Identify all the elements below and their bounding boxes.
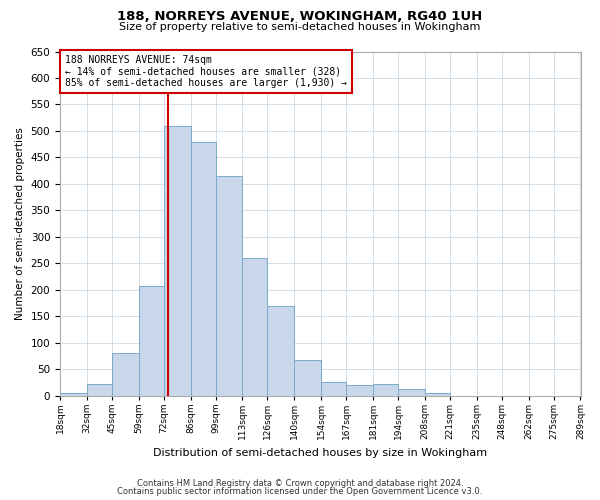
X-axis label: Distribution of semi-detached houses by size in Wokingham: Distribution of semi-detached houses by …: [153, 448, 487, 458]
Bar: [112, 354, 139, 396]
Text: Size of property relative to semi-detached houses in Wokingham: Size of property relative to semi-detach…: [119, 22, 481, 32]
Bar: [373, 384, 398, 396]
Bar: [346, 386, 373, 396]
Bar: [164, 126, 191, 396]
Bar: [398, 390, 425, 396]
Bar: [268, 306, 295, 396]
Bar: [215, 176, 242, 396]
Text: Contains HM Land Registry data © Crown copyright and database right 2024.: Contains HM Land Registry data © Crown c…: [137, 478, 463, 488]
Text: 188, NORREYS AVENUE, WOKINGHAM, RG40 1UH: 188, NORREYS AVENUE, WOKINGHAM, RG40 1UH: [118, 10, 482, 23]
Bar: [295, 360, 321, 396]
Bar: [242, 258, 268, 396]
Bar: [87, 384, 112, 396]
Text: Contains public sector information licensed under the Open Government Licence v3: Contains public sector information licen…: [118, 487, 482, 496]
Bar: [321, 382, 346, 396]
Y-axis label: Number of semi-detached properties: Number of semi-detached properties: [15, 127, 25, 320]
Bar: [60, 393, 87, 396]
Bar: [139, 286, 164, 396]
Text: 188 NORREYS AVENUE: 74sqm
← 14% of semi-detached houses are smaller (328)
85% of: 188 NORREYS AVENUE: 74sqm ← 14% of semi-…: [65, 55, 347, 88]
Bar: [425, 393, 450, 396]
Bar: [191, 142, 215, 396]
